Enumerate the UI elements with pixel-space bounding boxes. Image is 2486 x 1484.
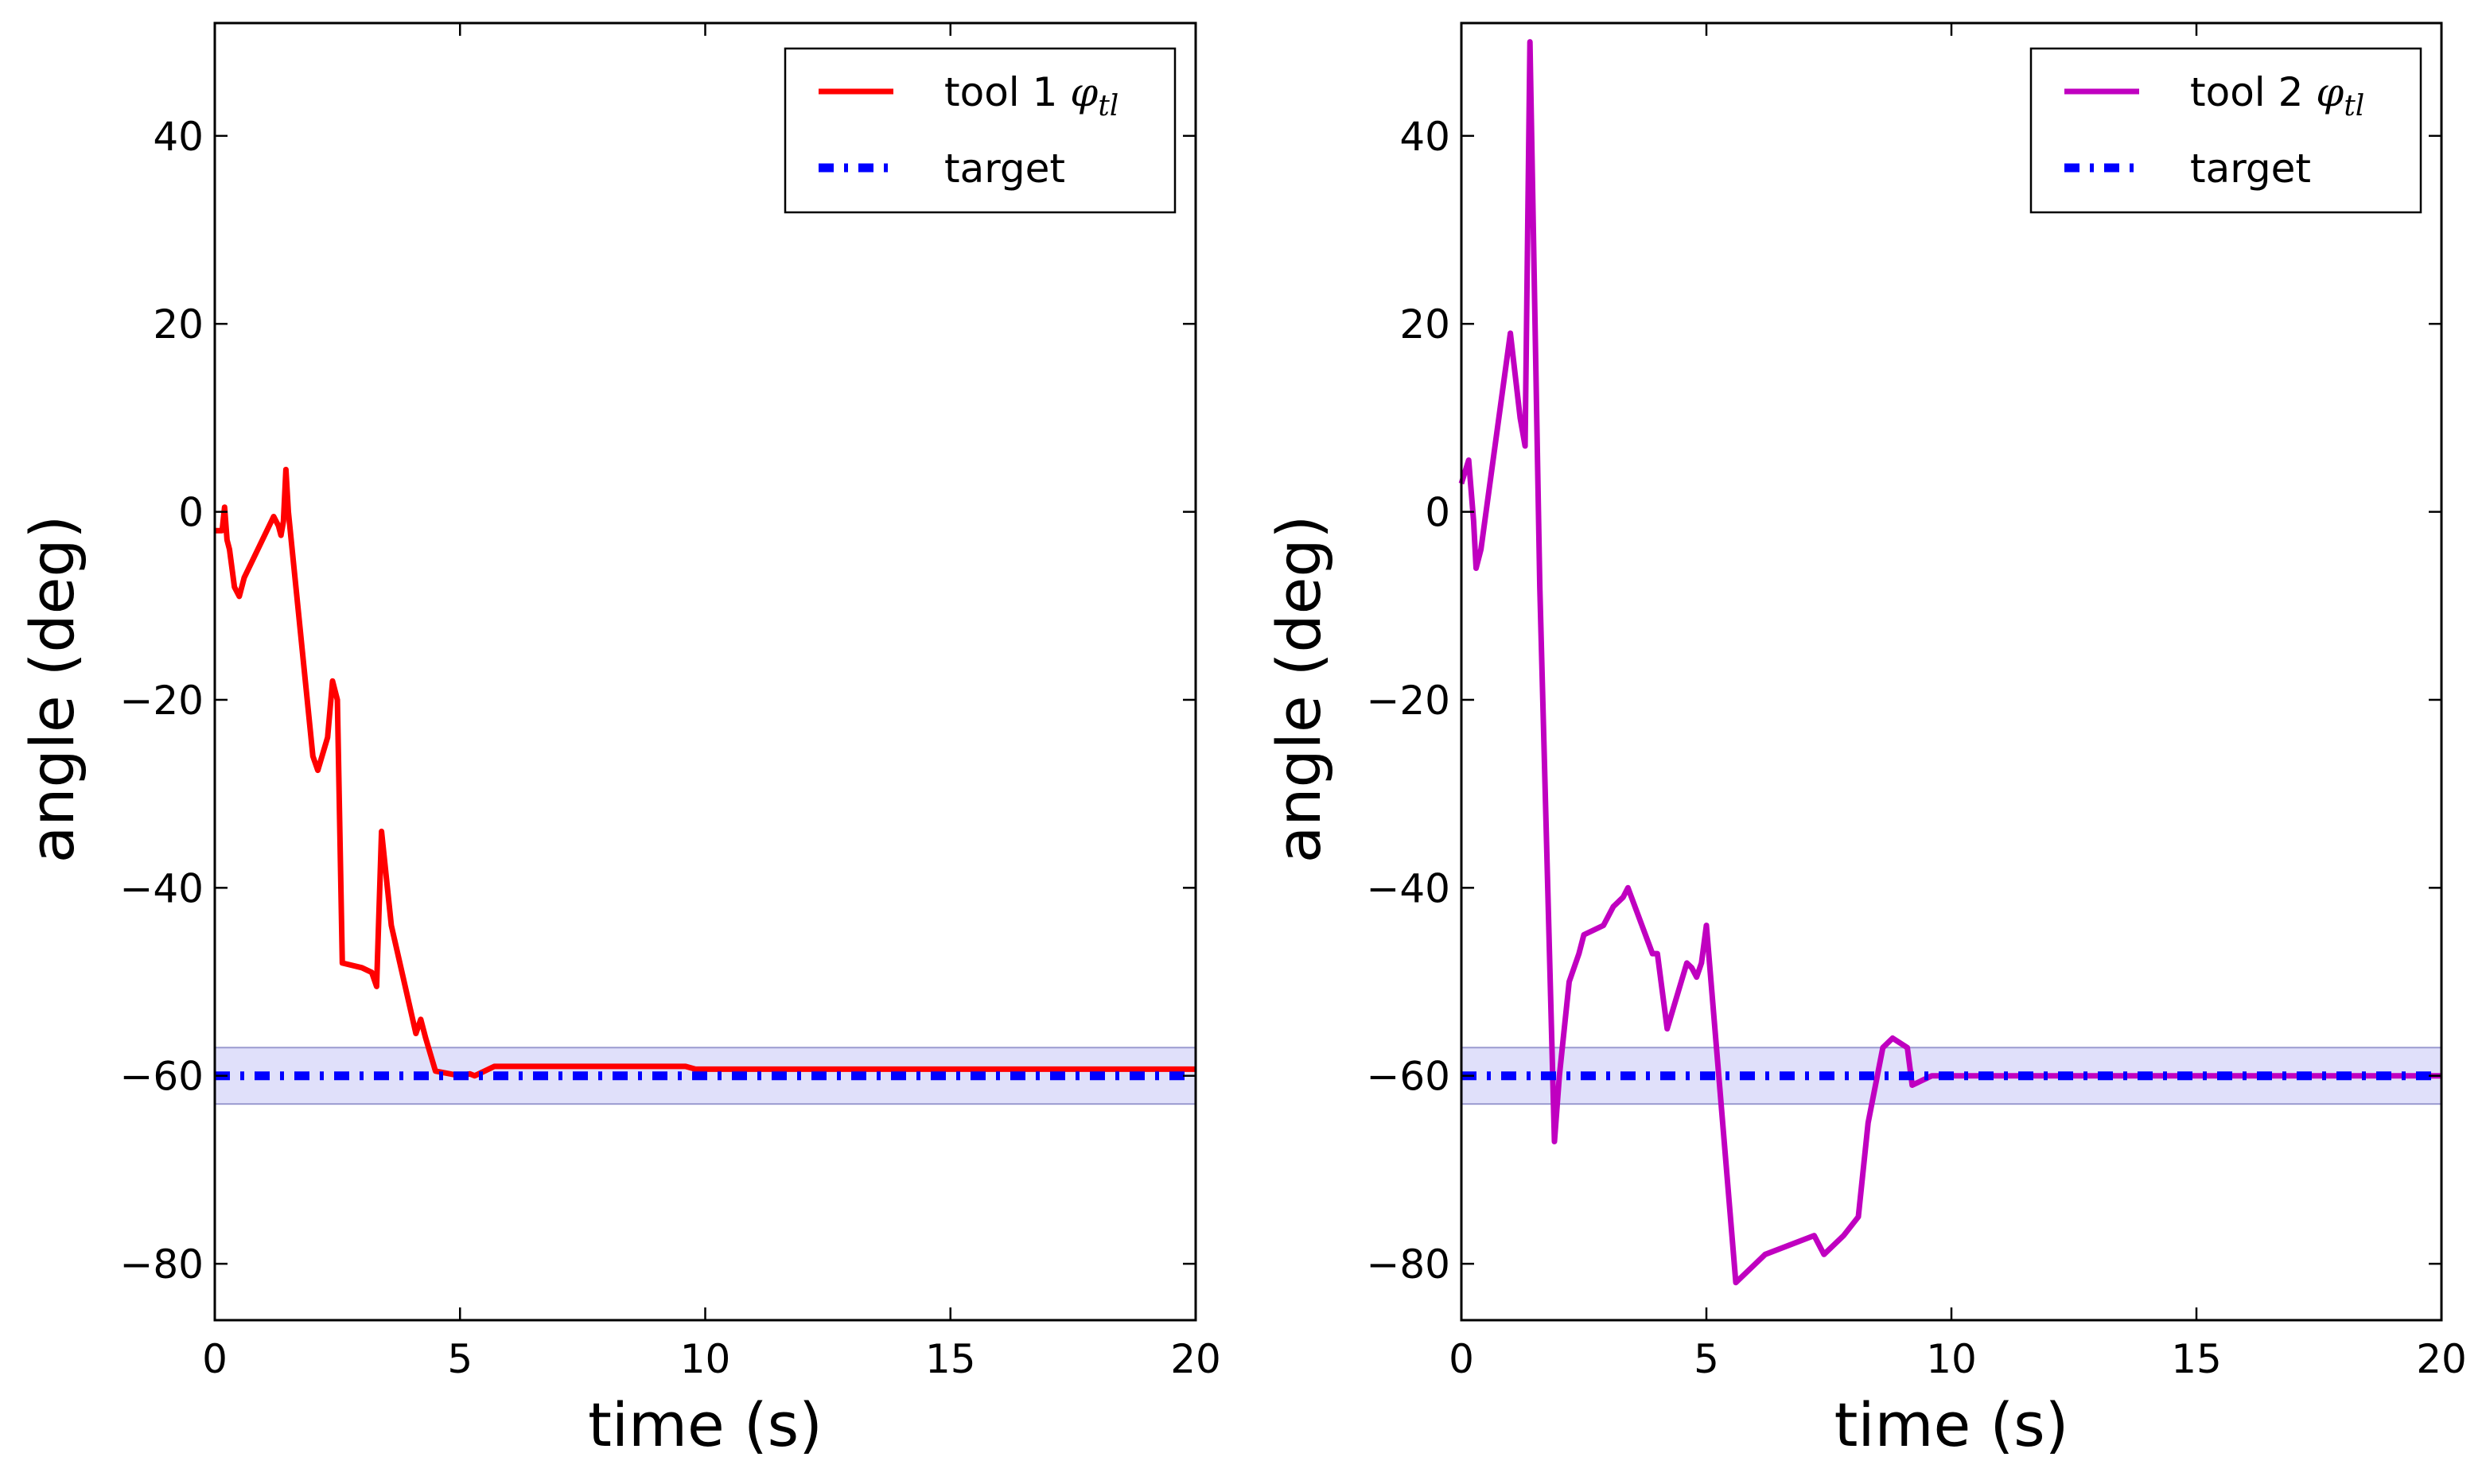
x-tick-label: 0 (1449, 1336, 1474, 1382)
legend: tool 2 φtl target (2029, 47, 2422, 214)
legend-label-1: tool 1 φtl (944, 69, 1119, 122)
axes-frame (1460, 21, 2443, 1322)
y-tick-label: 40 (1399, 114, 1450, 160)
legend-box (2029, 47, 2422, 214)
x-tick-label: 20 (2416, 1336, 2467, 1382)
legend-phi-symbol: φ (2316, 69, 2344, 115)
legend-subscript: tl (1098, 90, 1119, 122)
legend-label-2: target (944, 146, 1065, 192)
series-line-tool-2 (1458, 39, 2441, 1286)
y-tick-label: −80 (119, 1241, 204, 1288)
legend-label-1: tool 2 φtl (2190, 69, 2364, 122)
legend-label-2: target (2190, 146, 2311, 192)
y-tick-label: 0 (178, 490, 204, 536)
y-tick-label: −20 (1366, 678, 1450, 724)
y-tick-label: 0 (1425, 490, 1450, 536)
panel-2: 0 5 10 15 20 40 20 0 −20 −40 −60 −80 time (s) angle (… (1263, 21, 2467, 1460)
x-tick-label: 10 (680, 1336, 731, 1382)
x-axis-title: time (s) (588, 1389, 823, 1460)
x-tick-label: 0 (202, 1336, 228, 1382)
y-tick-label: −60 (1366, 1054, 1450, 1100)
y-tick-label: −40 (1366, 865, 1450, 911)
legend-box (784, 47, 1177, 214)
x-tick-label: 5 (447, 1336, 473, 1382)
y-tick-label: −20 (119, 678, 204, 724)
legend-phi-symbol: φ (1070, 69, 1098, 115)
series-line-tool-1 (215, 466, 1196, 1079)
y-tick-label: 20 (153, 301, 204, 348)
x-axis-title: time (s) (1834, 1389, 2069, 1460)
y-tick-label: 20 (1399, 301, 1450, 348)
y-tick-label: −60 (119, 1054, 204, 1100)
x-tick-label: 10 (1926, 1336, 1977, 1382)
axes-frame (213, 21, 1197, 1322)
y-tick-label: −80 (1366, 1241, 1450, 1288)
legend: tool 1 φtl target (784, 47, 1177, 214)
panel-1: 0 5 10 15 20 40 20 0 −20 −40 −60 −80 time (s) angle (… (17, 21, 1221, 1460)
x-tick-label: 15 (925, 1336, 976, 1382)
x-tick-label: 5 (1694, 1336, 1719, 1382)
x-tick-label: 20 (1170, 1336, 1221, 1382)
y-axis-title: angle (deg) (17, 515, 88, 864)
legend-subscript: tl (2344, 90, 2364, 122)
x-tick-label: 15 (2171, 1336, 2222, 1382)
y-tick-label: −40 (119, 865, 204, 911)
y-axis-title: angle (deg) (1263, 515, 1334, 864)
y-tick-label: 40 (153, 114, 204, 160)
